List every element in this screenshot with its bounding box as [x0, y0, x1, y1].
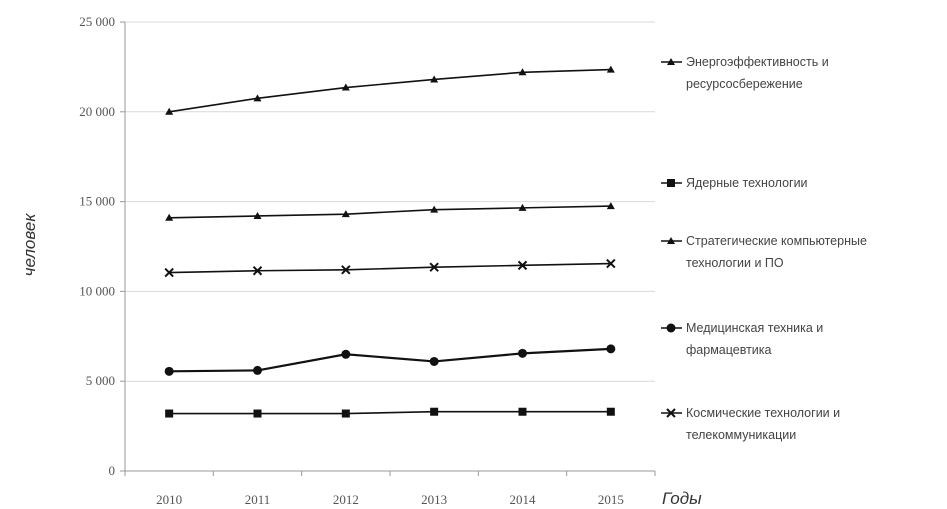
series-line — [169, 68, 611, 113]
series-line — [169, 410, 611, 415]
data-point — [606, 202, 615, 210]
y-tick-label: 25 000 — [79, 14, 115, 29]
legend-label: телекоммуникации — [686, 428, 796, 442]
data-point — [341, 210, 350, 218]
series-lines — [164, 65, 616, 418]
x-tick-labels: 2010 2011 2012 2013 2014 2015 — [156, 492, 624, 507]
legend-item: Энергоэффективность и ресурсосбережение — [661, 55, 829, 91]
data-point — [430, 407, 439, 416]
series — [165, 65, 615, 115]
y-axis-title: человек — [20, 213, 39, 277]
data-point — [518, 348, 527, 358]
legend-label: Медицинская техника и — [686, 321, 823, 335]
data-point — [253, 94, 262, 102]
data-point — [165, 409, 174, 418]
legend-item: Космические технологии и телекоммуникации — [661, 406, 840, 442]
legend-item: Медицинская техника и фармацевтика — [661, 321, 823, 357]
legend-marker — [666, 323, 676, 333]
legend-label: фармацевтика — [686, 343, 772, 357]
data-point — [430, 205, 439, 213]
series-line — [169, 205, 611, 219]
x-tick-label: 2011 — [245, 492, 271, 507]
data-point — [429, 356, 439, 366]
data-point — [606, 258, 616, 269]
data-point — [164, 267, 174, 278]
legend-marker — [667, 237, 675, 244]
legend-item: Стратегические компьютерные технологии и … — [661, 234, 867, 270]
data-point — [341, 349, 351, 359]
y-tick-label: 5 000 — [86, 373, 115, 388]
y-tick-label: 10 000 — [79, 283, 115, 298]
data-point — [341, 409, 350, 418]
legend-marker — [667, 179, 675, 187]
data-point — [518, 203, 527, 211]
series — [165, 202, 615, 221]
legend: Энергоэффективность и ресурсосбережение Яд… — [661, 55, 867, 442]
data-point — [606, 344, 616, 354]
data-point — [606, 65, 615, 73]
data-point — [165, 213, 174, 221]
y-tick-label: 20 000 — [79, 104, 115, 119]
data-point — [164, 366, 174, 376]
data-point — [429, 262, 439, 272]
data-point — [253, 365, 262, 375]
legend-label: ресурсосбережение — [686, 77, 803, 91]
y-tick-labels: 0 5 000 10 000 15 000 20 000 25 000 — [79, 14, 115, 478]
data-point — [253, 409, 262, 418]
legend-label: технологии и ПО — [686, 256, 784, 270]
series-line — [169, 262, 611, 274]
x-tick-label: 2010 — [156, 492, 182, 507]
x-tick-label: 2015 — [598, 492, 624, 507]
x-tick-label: 2012 — [333, 492, 359, 507]
data-point — [606, 407, 615, 416]
y-tick-label: 15 000 — [79, 194, 115, 209]
data-point — [253, 211, 262, 219]
series-line — [169, 347, 611, 373]
x-axis-title: Годы — [662, 489, 702, 508]
legend-label: Стратегические компьютерные — [686, 234, 867, 248]
series — [164, 258, 616, 278]
legend-label: Ядерные технологии — [686, 176, 808, 190]
legend-marker — [666, 408, 676, 418]
legend-label: Энергоэффективность и — [686, 55, 829, 69]
x-tick-label: 2014 — [510, 492, 537, 507]
data-point — [430, 75, 439, 83]
series — [165, 407, 615, 418]
legend-item: Ядерные технологии — [661, 176, 808, 190]
data-point — [518, 68, 527, 76]
legend-marker — [667, 58, 675, 65]
axes — [120, 21, 656, 476]
x-tick-label: 2013 — [421, 492, 447, 507]
data-point — [341, 265, 351, 275]
series — [164, 344, 616, 376]
data-point — [518, 407, 527, 416]
y-tick-label: 0 — [109, 463, 116, 478]
legend-label: Космические технологии и — [686, 406, 840, 420]
data-point — [517, 260, 528, 271]
data-point — [341, 83, 350, 91]
data-point — [252, 266, 263, 276]
gridlines — [125, 21, 655, 382]
data-point — [165, 107, 174, 115]
